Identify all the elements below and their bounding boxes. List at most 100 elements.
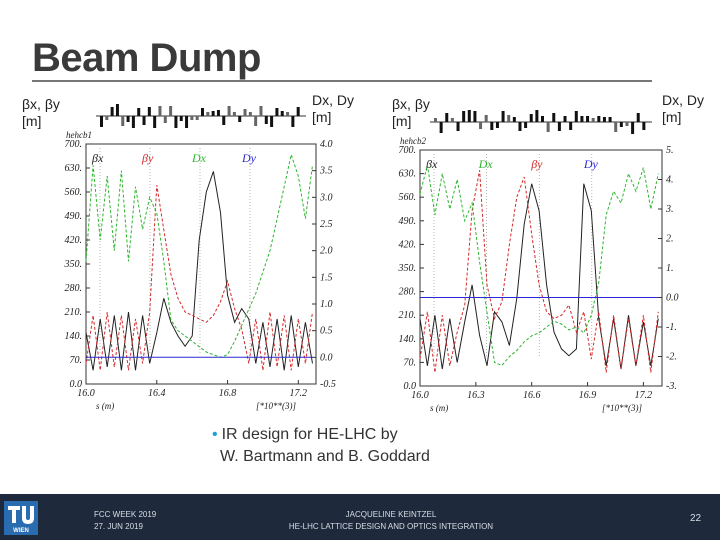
bullet-dot-icon: •: [212, 426, 218, 443]
legend-entry: Dx: [191, 151, 207, 165]
lattice-magnet: [216, 110, 220, 116]
legend-entry: βy: [141, 151, 154, 165]
right-beta-axis-label: βx, βy [m]: [392, 96, 430, 130]
y2-tick-label: 0.5: [320, 326, 333, 337]
lattice-magnet: [100, 116, 103, 127]
y1-tick-label: 350.: [398, 263, 417, 274]
plot-tag-label: hehcb1: [66, 130, 92, 140]
y1-tick-label: 630.: [65, 163, 83, 174]
lattice-magnet: [286, 112, 290, 116]
lattice-magnet: [254, 116, 258, 126]
x-axis-label: s (m): [430, 403, 448, 413]
y1-tick-label: 210.: [399, 310, 417, 321]
y2-tick-label: 1.5: [320, 272, 333, 283]
right-beta-label-text: βx, βy: [392, 96, 430, 112]
lattice-magnet: [126, 116, 130, 122]
lattice-magnet: [110, 107, 114, 116]
lattice-magnet: [439, 122, 443, 133]
footer-bar: WIEN FCC WEEK 2019 27. JUN 2019 JACQUELI…: [0, 494, 720, 540]
lattice-magnet: [270, 116, 274, 127]
x-tick-label: 16.0: [411, 390, 429, 401]
lattice-magnet: [467, 110, 471, 122]
lattice-magnet: [541, 116, 544, 122]
y1-tick-label: 280.: [399, 287, 417, 298]
lattice-magnet: [158, 106, 162, 116]
y2-tick-label: 4.: [666, 175, 674, 186]
legend-entry: Dx: [478, 157, 494, 171]
lattice-magnet: [131, 116, 135, 128]
y1-tick-label: 630.: [399, 169, 417, 180]
optics-plot-svg-2: hehcb2 0.0 70. 140. 210. 280. 350. 420. 490. 560.…: [398, 110, 679, 413]
title-divider: [32, 80, 652, 82]
y1-tick-label: 700.: [399, 145, 417, 156]
y1-tick-label: 420.: [399, 239, 417, 250]
lattice-magnet: [574, 111, 578, 122]
lattice-magnet: [563, 116, 567, 122]
lattice-magnet: [243, 109, 247, 116]
legend-entry: Dy: [241, 151, 257, 165]
lattice-magnet: [614, 122, 618, 132]
lattice-magnet: [227, 106, 231, 116]
tu-wien-logo-icon: WIEN: [4, 501, 38, 535]
lattice-magnet: [115, 104, 119, 116]
x-tick-label: 16.9: [579, 390, 597, 401]
lattice-magnet: [608, 117, 612, 122]
lattice-magnet: [185, 116, 189, 128]
page-number: 22: [690, 513, 702, 524]
lattice-magnet: [507, 115, 511, 122]
left-beta-label-text: βx, βy: [22, 96, 60, 112]
lattice-magnet: [597, 116, 601, 122]
lattice-magnet: [535, 110, 539, 122]
x-tick-label: 16.8: [219, 388, 237, 399]
bullet-line-2: W. Bartmann and B. Goddard: [220, 448, 430, 465]
y1-tick-label: 70.: [70, 355, 83, 366]
y2-tick-label: 0.0: [666, 293, 679, 304]
lattice-magnet: [434, 118, 437, 122]
lattice-magnet: [137, 108, 141, 116]
x-axis-label: s (m): [96, 401, 114, 411]
y1-tick-label: 0.0: [70, 379, 83, 390]
lattice-magnet: [206, 112, 210, 116]
y2-tick-label: -3.: [666, 381, 677, 392]
lattice-magnet: [259, 106, 263, 116]
legend-entry: βy: [530, 157, 543, 171]
optics-plot-hehcb2: hehcb2 0.0 70. 140. 210. 280. 350. 420. 490. 560.…: [362, 98, 707, 416]
right-disp-axis-label: Dx, Dy [m]: [662, 92, 704, 126]
footer-talk-title: HE-LHC LATTICE DESIGN AND OPTICS INTEGRA…: [288, 522, 494, 531]
lattice-magnet: [296, 107, 300, 116]
lattice-magnet: [248, 112, 252, 116]
lattice-magnet: [518, 122, 522, 131]
y2-tick-label: 0.0: [320, 352, 333, 363]
y2-tick-label: -0.5: [320, 379, 336, 390]
lattice-magnet: [105, 116, 109, 120]
lattice-magnet: [275, 108, 279, 116]
lattice-magnet: [546, 122, 550, 132]
optics-plot-hehcb1: hehcb1 0.0 70. 140. 210. 280. 350. 420. 490. 560.…: [28, 98, 358, 416]
lattice-magnet: [602, 117, 606, 122]
lattice-magnet: [222, 116, 226, 125]
right-disp-unit: [m]: [662, 109, 682, 125]
lattice-magnet: [569, 122, 573, 130]
lattice-magnet: [495, 122, 499, 128]
lattice-magnet: [501, 111, 505, 122]
series-bety-line: [85, 185, 313, 371]
lattice-magnet: [636, 113, 640, 122]
y2-tick-label: 1.: [666, 263, 674, 274]
y1-tick-label: 420.: [65, 235, 83, 246]
lattice-magnet: [179, 116, 183, 121]
legend-entry: βx: [91, 151, 104, 165]
y1-tick-label: 0.0: [404, 381, 417, 392]
lattice-magnet: [450, 118, 454, 122]
y1-tick-label: 490.: [65, 211, 83, 222]
series-betx-line: [419, 183, 659, 370]
lattice-magnet: [147, 107, 151, 116]
lattice-magnet: [201, 108, 204, 116]
y2-tick-label: 3.: [665, 204, 674, 215]
lattice-magnet: [291, 116, 295, 127]
series-dx-line: [85, 152, 313, 358]
y2-tick-label: -1.: [666, 322, 677, 333]
legend-entry: βx: [425, 157, 438, 171]
lattice-magnet: [238, 116, 242, 122]
lattice-magnet: [462, 111, 466, 122]
series-bety-line: [419, 170, 659, 373]
